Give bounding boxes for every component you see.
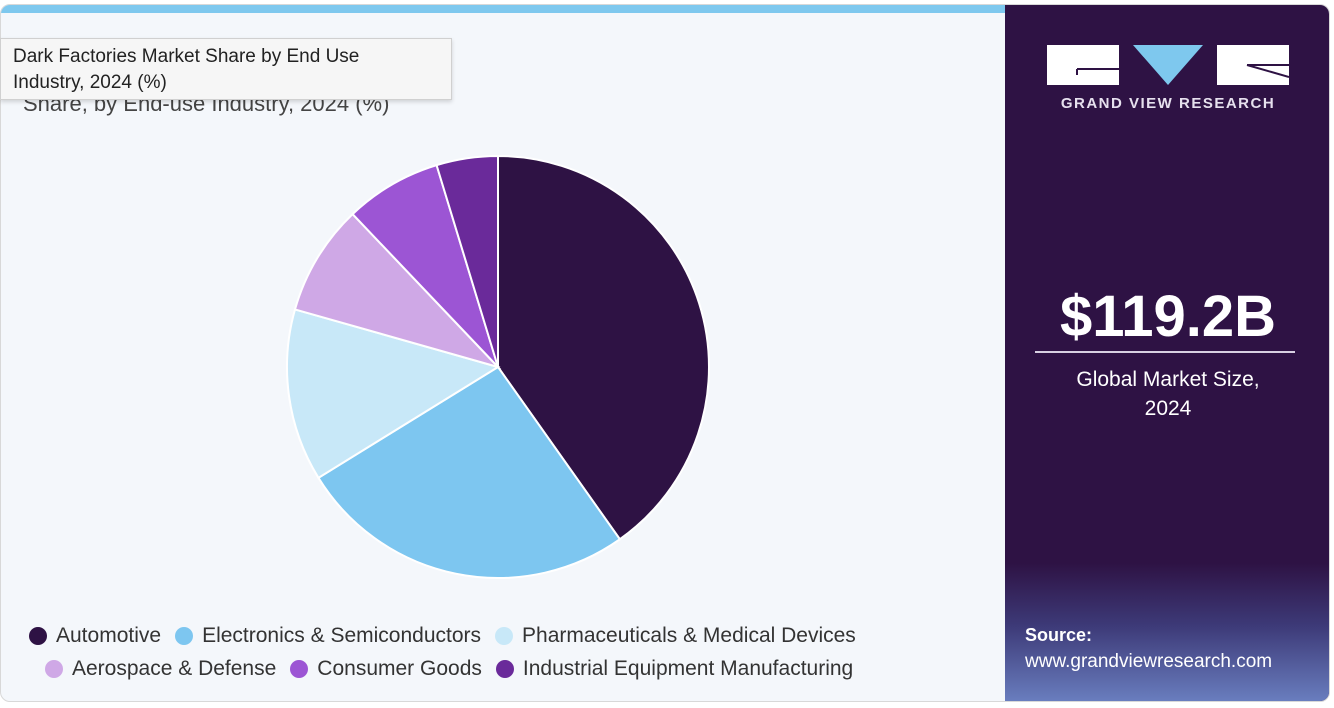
- market-label-line2: 2024: [1144, 397, 1192, 420]
- source-label: Source:: [1025, 625, 1093, 645]
- legend-swatch: [290, 659, 309, 678]
- legend-label: Industrial Equipment Manufacturing: [522, 656, 854, 680]
- legend-label: Electronics & Semiconductors: [202, 623, 482, 647]
- market-label-line1: Global Market Size,: [1076, 368, 1260, 391]
- legend-item[interactable]: Automotive: [29, 624, 161, 648]
- pie-slice-electronics-semiconductors[interactable]: [317, 365, 622, 579]
- legend-label: Consumer Goods: [317, 656, 482, 680]
- pie-chart: [286, 154, 711, 579]
- legend-swatch: [29, 626, 47, 645]
- legend-item[interactable]: Industrial Equipment Manufacturing: [495, 656, 854, 681]
- top-accent-bar: [1, 5, 1005, 13]
- tooltip-line2: Industry, 2024 (%): [13, 72, 167, 93]
- legend-label: Pharmaceuticals & Medical Devices: [522, 623, 856, 647]
- divider: [1035, 351, 1295, 353]
- legend-label: Automotive: [56, 623, 162, 647]
- pie-slice-consumer-goods[interactable]: [351, 163, 499, 368]
- legend-swatch: [495, 626, 514, 645]
- legend-swatch: [45, 659, 63, 678]
- legend-swatch: [175, 626, 194, 645]
- pie-slice-automotive[interactable]: [497, 154, 711, 541]
- chart-card: Share, by End-use Industry, 2024 (%) Aut…: [0, 4, 1330, 702]
- panel-gradient: [1005, 563, 1329, 701]
- market-size-value: $119.2B: [1059, 284, 1277, 349]
- legend-label: Aerospace & Defense: [72, 656, 277, 680]
- pie-slice-aerospace-defense[interactable]: [293, 212, 502, 369]
- tooltip: Dark Factories Market Share by End Use I…: [0, 38, 452, 100]
- source-link[interactable]: www.grandviewresearch.com: [1025, 651, 1273, 672]
- legend-swatch: [495, 659, 514, 678]
- brand-panel: GRAND VIEW RESEARCH $119.2B Global Marke…: [1005, 5, 1329, 701]
- legend: Automotive Electronics & Semiconductors Ph…: [29, 619, 989, 685]
- tooltip-line1: Dark Factories Market Share by End Use: [13, 46, 360, 67]
- legend-item[interactable]: Consumer Goods: [290, 657, 482, 681]
- market-size-label: Global Market Size, 2024: [1005, 365, 1329, 423]
- legend-item[interactable]: Electronics & Semiconductors: [175, 624, 481, 648]
- brand-name: GRAND VIEW RESEARCH: [1060, 95, 1276, 112]
- legend-item[interactable]: Pharmaceuticals & Medical Devices: [495, 624, 856, 648]
- pie-slice-pharmaceuticals-medical-devices[interactable]: [286, 308, 501, 480]
- pie-slice-industrial-equipment-manufacturing[interactable]: [435, 154, 499, 368]
- gvr-logo-icon: [1047, 45, 1289, 85]
- legend-item[interactable]: Aerospace & Defense: [45, 657, 276, 681]
